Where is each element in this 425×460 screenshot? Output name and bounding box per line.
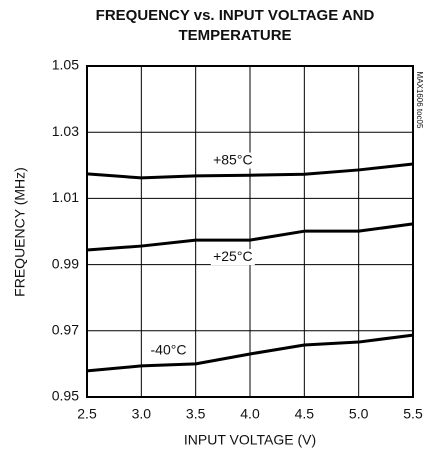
note: MAX1606 toc05	[415, 72, 424, 129]
x-tick-label: 5.5	[403, 406, 423, 422]
data-line	[86, 333, 414, 373]
label-bg	[146, 342, 191, 359]
x-tick-label: 4.5	[295, 406, 315, 422]
x-tick-label: 5.0	[349, 406, 369, 422]
chart-title: TEMPERATURE	[178, 27, 291, 44]
data-line	[86, 222, 414, 252]
x-tick-label: 3.5	[186, 406, 206, 422]
series-label: +85°C	[213, 151, 252, 167]
y-tick-label: 0.97	[52, 322, 79, 338]
x-tick-label: 2.5	[77, 406, 97, 422]
y-tick-label: 0.95	[52, 388, 79, 404]
y-tick-label: 0.99	[52, 255, 79, 271]
label-bg	[210, 152, 255, 169]
series-label: -40°C	[151, 342, 187, 358]
y-tick-label: 1.05	[52, 57, 79, 73]
x-axis-label: INPUT VOLTAGE (V)	[184, 432, 316, 448]
chart-title: FREQUENCY vs. INPUT VOLTAGE AND	[96, 7, 375, 24]
x-tick-label: 3.0	[132, 406, 152, 422]
series-label: +25°C	[213, 248, 252, 264]
y-axis-label: FREQUENCY (MHz)	[12, 167, 28, 297]
data-line	[86, 162, 414, 180]
y-tick-label: 1.03	[52, 123, 79, 139]
plot-frame	[86, 65, 414, 398]
y-tick-label: 1.01	[52, 189, 79, 205]
label-bg	[210, 249, 255, 266]
x-tick-label: 4.0	[240, 406, 260, 422]
